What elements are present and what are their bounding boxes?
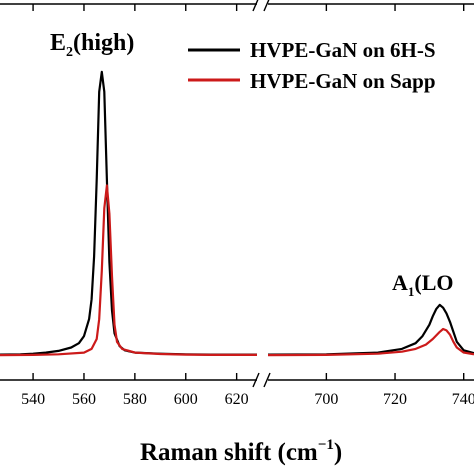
x-tick-label-600: 600 bbox=[174, 391, 198, 408]
x-axis-label-main: Raman shift (cm bbox=[140, 439, 318, 466]
x-tick-label-540: 540 bbox=[21, 391, 45, 408]
x-tick-label-740: 740 bbox=[452, 391, 474, 408]
x-tick-label-720: 720 bbox=[383, 391, 407, 408]
legend-label-sapphire: HVPE-GaN on Sapp bbox=[250, 69, 436, 93]
legend: HVPE-GaN on 6H-S HVPE-GaN on Sapp bbox=[188, 38, 436, 93]
annotation-a1-lo: A1(LO bbox=[392, 270, 454, 299]
x-tick-label-560: 560 bbox=[72, 391, 96, 408]
annotation-e2-rest: (high) bbox=[73, 30, 134, 56]
x-axis-label: Raman shift (cm−1) bbox=[140, 437, 342, 466]
x-axis-label-close: ) bbox=[334, 439, 342, 466]
legend-label-6h-sic: HVPE-GaN on 6H-S bbox=[250, 38, 436, 62]
annotation-a1-sub: 1 bbox=[408, 284, 415, 299]
x-axis-label-sup: −1 bbox=[318, 437, 334, 453]
tick-group: 540 560 580 600 620 700 720 740 bbox=[21, 4, 474, 408]
series-1-line-segment2 bbox=[267, 303, 474, 356]
series-2-line-segment2 bbox=[267, 327, 474, 357]
series-lines bbox=[0, 70, 474, 357]
annotation-e2-high: E2(high) bbox=[50, 30, 134, 60]
annotation-a1-base: A bbox=[392, 270, 408, 295]
axis-break-top bbox=[252, 0, 270, 12]
annotation-e2-base: E bbox=[50, 30, 66, 56]
x-tick-label-620: 620 bbox=[225, 391, 249, 408]
annotation-a1-rest: (LO bbox=[414, 270, 453, 295]
x-tick-label-700: 700 bbox=[314, 391, 338, 408]
series-2-line-segment1 bbox=[0, 184, 257, 357]
annotation-e2-sub: 2 bbox=[66, 45, 73, 60]
series-1-line-segment1 bbox=[0, 70, 257, 356]
axis-break-bottom bbox=[252, 372, 271, 388]
x-tick-label-580: 580 bbox=[123, 391, 147, 408]
